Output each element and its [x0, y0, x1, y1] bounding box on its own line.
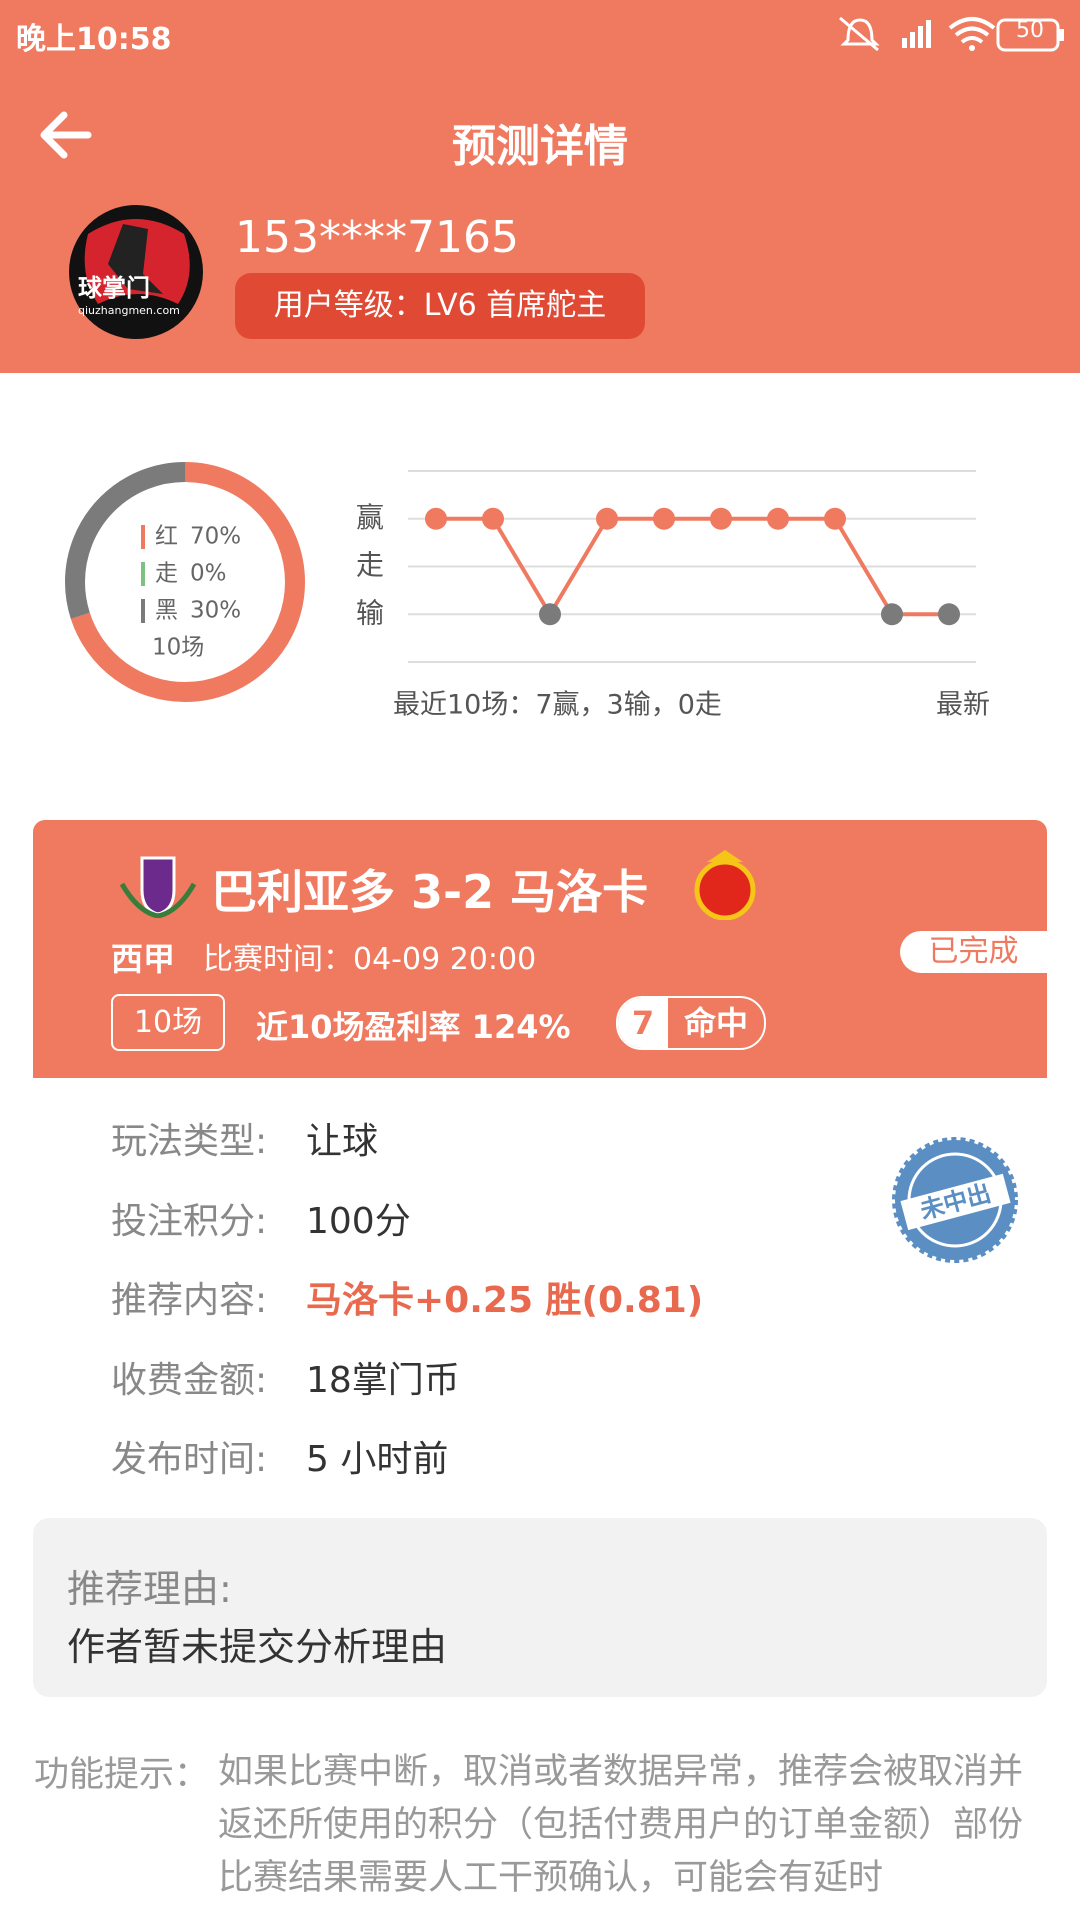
page-title: 预测详情: [452, 121, 628, 172]
avatar: 球掌门 qiuzhangmen.com: [69, 205, 203, 339]
y-tick-label: 走: [356, 549, 384, 582]
detail-value: 让球: [306, 1121, 379, 1162]
away-crest: [694, 850, 756, 920]
trend-point: [824, 507, 846, 530]
detail-label: 收费金额:: [111, 1360, 268, 1401]
hit-badge: 7 命中: [616, 996, 766, 1050]
hit-count: 7: [618, 998, 668, 1048]
trend-point: [539, 603, 561, 626]
detail-value: 100分: [306, 1201, 411, 1242]
trend-caption: 最近10场：7赢，3输，0走: [393, 690, 722, 721]
trend-point: [881, 603, 903, 626]
hit-label: 命中: [683, 1004, 748, 1042]
legend-value: 70%: [190, 524, 241, 550]
user-level: 用户等级：LV6 首席舵主: [235, 273, 645, 339]
avatar-logo: 球掌门: [78, 274, 150, 302]
detail-value: 5 小时前: [306, 1439, 449, 1480]
trend-line: [436, 516, 949, 619]
header-bar: 晚上10:58 50 预测详情 球掌门 qiuzhangmen.com 153*…: [0, 0, 1080, 373]
detail-label: 玩法类型:: [111, 1121, 268, 1162]
detail-label: 投注积分:: [111, 1201, 268, 1242]
legend-name: 黑: [155, 598, 178, 624]
user-phone: 153****7165: [235, 212, 519, 263]
result-stamp: 未中出: [892, 1137, 1018, 1263]
status-icons: [839, 16, 1064, 52]
back-button[interactable]: [38, 110, 98, 160]
record-count: 10场: [111, 994, 225, 1051]
donut-segment: [65, 462, 305, 702]
trend-point: [653, 507, 675, 530]
trend-latest: 最新: [936, 690, 990, 721]
legend-total: 10场: [152, 635, 204, 661]
detail-value: 马洛卡+0.25 胜(0.81): [306, 1280, 704, 1321]
reason-text: 作者暂未提交分析理由: [67, 1625, 448, 1669]
trend-point: [938, 603, 960, 626]
battery-level: 50: [1016, 18, 1044, 43]
y-tick-label: 赢: [356, 501, 384, 534]
match-status: 已完成: [900, 931, 1047, 973]
legend-name: 走: [155, 561, 178, 587]
match-card: 巴利亚多 3-2 马洛卡 西甲 比赛时间：04-09 20:00 已完成 10场…: [33, 820, 1047, 1078]
profit-rate: 近10场盈利率 124%: [256, 1008, 571, 1046]
trend-point: [425, 507, 447, 530]
legend-swatch: [141, 525, 145, 549]
home-crest: [119, 856, 197, 918]
match-time: 比赛时间：04-09 20:00: [203, 942, 537, 977]
y-tick-label: 输: [356, 596, 384, 629]
trend-point: [596, 507, 618, 530]
detail-value: 18掌门币: [306, 1360, 460, 1401]
reason-title: 推荐理由:: [67, 1567, 232, 1611]
legend-value: 0%: [190, 561, 227, 587]
detail-label: 推荐内容:: [111, 1280, 268, 1321]
legend-swatch: [141, 562, 145, 586]
trend-point: [767, 507, 789, 530]
reason-box: 推荐理由: 作者暂未提交分析理由: [33, 1518, 1047, 1697]
trend-point: [710, 507, 732, 530]
legend-value: 30%: [190, 598, 241, 624]
league: 西甲: [111, 940, 176, 978]
notice-text: 如果比赛中断，取消或者数据异常，推荐会被取消并返还所使用的积分（包括付费用户的订…: [218, 1752, 1024, 1898]
status-time: 晚上10:58: [16, 22, 172, 57]
detail-label: 发布时间:: [111, 1439, 268, 1480]
match-title: 巴利亚多 3-2 马洛卡: [211, 865, 649, 919]
legend-name: 红: [155, 524, 178, 550]
trend-point: [482, 507, 504, 530]
avatar-url: qiuzhangmen.com: [78, 304, 180, 317]
legend-swatch: [141, 599, 145, 623]
notice-label: 功能提示：: [34, 1755, 210, 1795]
